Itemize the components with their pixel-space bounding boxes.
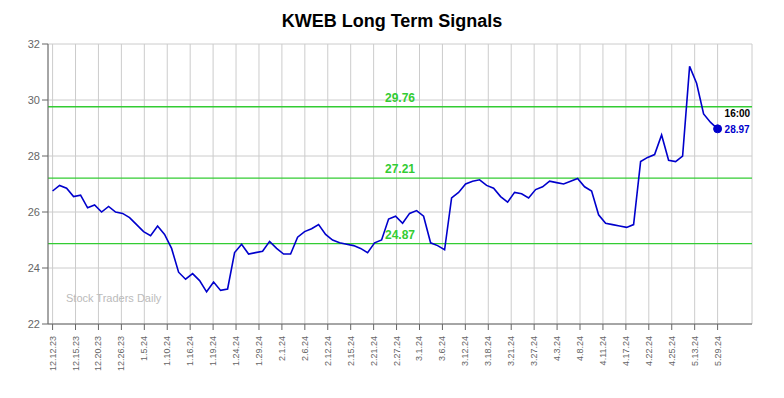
svg-text:30: 30: [28, 94, 40, 106]
svg-text:26: 26: [28, 206, 40, 218]
svg-text:16:00: 16:00: [725, 108, 751, 119]
svg-text:3.1.24: 3.1.24: [414, 336, 424, 361]
svg-text:29.76: 29.76: [385, 91, 415, 105]
svg-text:12.26.23: 12.26.23: [116, 336, 126, 371]
svg-text:4.25.24: 4.25.24: [667, 336, 677, 366]
svg-text:1.10.24: 1.10.24: [162, 336, 172, 366]
svg-text:1.24.24: 1.24.24: [231, 336, 241, 366]
svg-text:24: 24: [28, 262, 40, 274]
svg-text:5.29.24: 5.29.24: [713, 336, 723, 366]
svg-text:22: 22: [28, 318, 40, 330]
svg-text:5.13.24: 5.13.24: [690, 336, 700, 366]
svg-text:12.20.23: 12.20.23: [93, 336, 103, 371]
svg-text:2.12.24: 2.12.24: [323, 336, 333, 366]
svg-text:24.87: 24.87: [385, 228, 415, 242]
html-text:KWEB Long Term Signals: KWEB Long Term Signals: [281, 11, 503, 31]
svg-text:2.21.24: 2.21.24: [369, 336, 379, 366]
svg-text:4.3.24: 4.3.24: [552, 336, 562, 361]
svg-text:28: 28: [28, 150, 40, 162]
svg-text:32: 32: [28, 38, 40, 50]
svg-text:4.22.24: 4.22.24: [644, 336, 654, 366]
svg-text:27.21: 27.21: [385, 162, 415, 176]
svg-text:3.27.24: 3.27.24: [529, 336, 539, 366]
svg-text:1.29.24: 1.29.24: [254, 336, 264, 366]
svg-text:28.97: 28.97: [725, 124, 750, 135]
svg-text:3.18.24: 3.18.24: [483, 336, 493, 366]
svg-text:4.11.24: 4.11.24: [598, 336, 608, 365]
svg-text:2.6.24: 2.6.24: [300, 336, 310, 361]
svg-text:3.6.24: 3.6.24: [437, 336, 447, 361]
svg-text:3.12.24: 3.12.24: [460, 336, 470, 366]
svg-text:1.19.24: 1.19.24: [208, 336, 218, 366]
html-text:Stock Traders Daily: Stock Traders Daily: [66, 292, 162, 304]
svg-text:12.15.23: 12.15.23: [71, 336, 81, 371]
svg-text:2.27.24: 2.27.24: [392, 336, 402, 366]
svg-text:3.21.24: 3.21.24: [506, 336, 516, 366]
svg-text:4.17.24: 4.17.24: [621, 336, 631, 366]
svg-text:4.8.24: 4.8.24: [575, 336, 585, 361]
svg-text:2.15.24: 2.15.24: [346, 336, 356, 366]
svg-text:12.12.23: 12.12.23: [48, 336, 58, 371]
svg-text:1.16.24: 1.16.24: [185, 336, 195, 366]
svg-text:2.1.24: 2.1.24: [277, 336, 287, 361]
svg-text:1.5.24: 1.5.24: [139, 336, 149, 361]
